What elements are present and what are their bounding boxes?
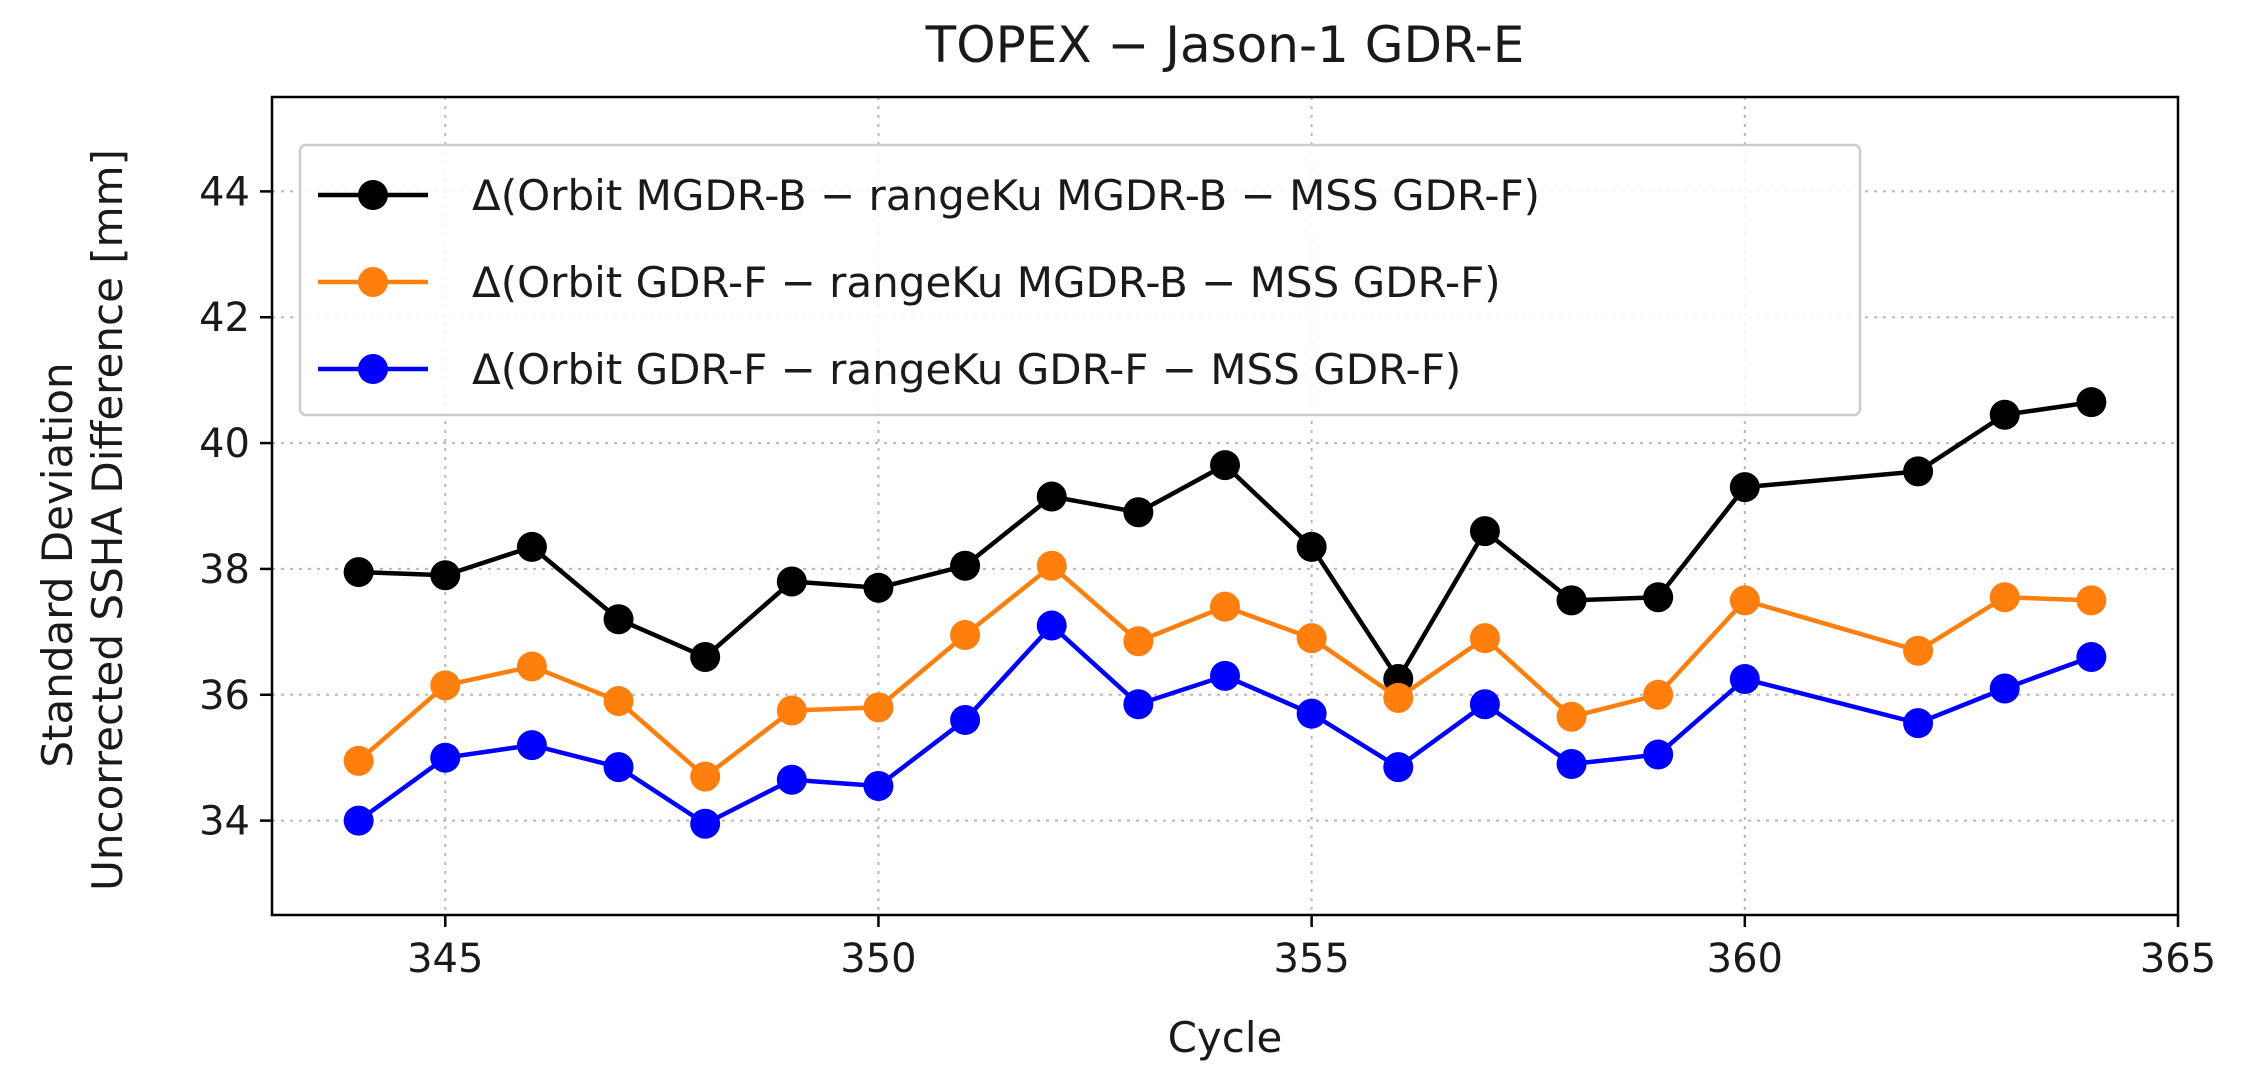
x-tick-label: 350 — [840, 936, 916, 982]
data-point — [343, 557, 374, 588]
data-point — [1210, 660, 1240, 691]
data-point — [1469, 689, 1500, 720]
data-point — [2076, 387, 2107, 418]
legend-label: Δ(Orbit GDR-F − rangeKu MGDR-B − MSS GDR… — [472, 258, 1501, 307]
data-point — [690, 808, 721, 839]
data-point — [430, 560, 461, 591]
data-point — [1383, 682, 1414, 713]
x-tick-label: 345 — [407, 936, 483, 982]
legend-marker — [358, 354, 388, 384]
legend-marker — [358, 180, 388, 210]
data-point — [690, 761, 721, 792]
data-point — [516, 730, 547, 761]
series-2 — [343, 550, 2107, 792]
legend-items: Δ(Orbit MGDR-B − rangeKu MGDR-B − MSS GD… — [318, 171, 1540, 394]
legend-label: Δ(Orbit GDR-F − rangeKu GDR-F − MSS GDR-… — [472, 345, 1461, 394]
data-point — [950, 550, 981, 581]
data-point — [1556, 701, 1587, 732]
data-point — [1729, 664, 1760, 695]
series-line — [358, 399, 2092, 682]
data-point — [1123, 689, 1154, 720]
data-point — [1903, 708, 1934, 739]
legend: Δ(Orbit MGDR-B − rangeKu MGDR-B − MSS GD… — [298, 143, 1862, 417]
plot-frame — [270, 95, 2180, 917]
x-tick-label: 360 — [1707, 936, 1783, 982]
data-point — [1989, 399, 2020, 430]
y-axis-label-line-2: Uncorrected SSHA Difference [mm] — [83, 149, 132, 891]
legend-box — [298, 143, 1862, 417]
data-point — [950, 704, 981, 735]
legend-label: Δ(Orbit MGDR-B − rangeKu MGDR-B − MSS GD… — [472, 171, 1540, 220]
data-point — [1036, 550, 1067, 581]
series-3 — [343, 610, 2107, 839]
data-point — [1903, 456, 1934, 487]
data-point — [430, 742, 461, 773]
y-tick-label: 38 — [199, 547, 250, 593]
data-point — [343, 745, 374, 776]
data-point — [603, 752, 634, 783]
data-point — [950, 619, 981, 650]
y-tick-label: 36 — [199, 673, 250, 719]
data-point — [1296, 623, 1327, 654]
data-point — [776, 695, 807, 726]
data-point — [1556, 748, 1587, 779]
data-point — [1210, 450, 1240, 481]
y-tick-label: 34 — [199, 799, 250, 845]
y-axis-label-line-1: Standard Deviation — [33, 362, 82, 767]
series-layer — [343, 387, 2107, 839]
data-point — [516, 531, 547, 562]
data-point — [2076, 585, 2107, 616]
y-tick-label: 44 — [199, 169, 250, 215]
data-point — [1036, 481, 1067, 512]
data-point — [1556, 585, 1587, 616]
data-point — [1729, 585, 1760, 616]
legend-item-3: Δ(Orbit GDR-F − rangeKu GDR-F − MSS GDR-… — [318, 345, 1461, 394]
data-point — [1123, 497, 1154, 528]
data-point — [343, 805, 374, 836]
data-point — [1296, 531, 1327, 562]
x-tick-label: 365 — [2140, 936, 2216, 982]
data-point — [776, 566, 807, 597]
data-point — [863, 771, 894, 802]
data-point — [516, 651, 547, 682]
data-point — [1469, 516, 1500, 547]
series-1 — [343, 387, 2107, 695]
data-point — [1296, 698, 1327, 729]
data-point — [863, 572, 894, 603]
data-point — [863, 692, 894, 723]
legend-item-2: Δ(Orbit GDR-F − rangeKu MGDR-B − MSS GDR… — [318, 258, 1501, 307]
y-tick-label: 42 — [199, 295, 250, 341]
data-point — [1036, 610, 1067, 641]
series-line — [357, 563, 2092, 779]
y-tick-label: 40 — [199, 421, 250, 467]
data-point — [2076, 642, 2107, 673]
data-point — [1989, 673, 2020, 704]
data-point — [776, 764, 807, 795]
axis-ticks: 345 350 355 360 365 34 36 38 40 42 44 — [199, 169, 2216, 982]
data-point — [1210, 591, 1240, 622]
data-point — [1643, 582, 1674, 613]
legend-marker — [358, 267, 388, 297]
data-point — [1729, 472, 1760, 503]
data-point — [690, 642, 721, 673]
data-point — [1383, 752, 1414, 783]
data-point — [1123, 626, 1154, 657]
data-point — [1989, 582, 2020, 613]
x-tick-label: 355 — [1273, 936, 1349, 982]
x-axis-label: Cycle — [1168, 1013, 1283, 1062]
data-point — [603, 686, 634, 717]
data-point — [603, 604, 634, 635]
legend-item-1: Δ(Orbit MGDR-B − rangeKu MGDR-B − MSS GD… — [318, 171, 1540, 220]
data-point — [1643, 739, 1674, 770]
chart-title: TOPEX − Jason-1 GDR-E — [925, 16, 1525, 74]
data-point — [1469, 623, 1500, 654]
data-point — [430, 670, 461, 701]
data-point — [1903, 635, 1934, 666]
data-point — [1643, 679, 1674, 710]
series-line — [357, 623, 2093, 827]
